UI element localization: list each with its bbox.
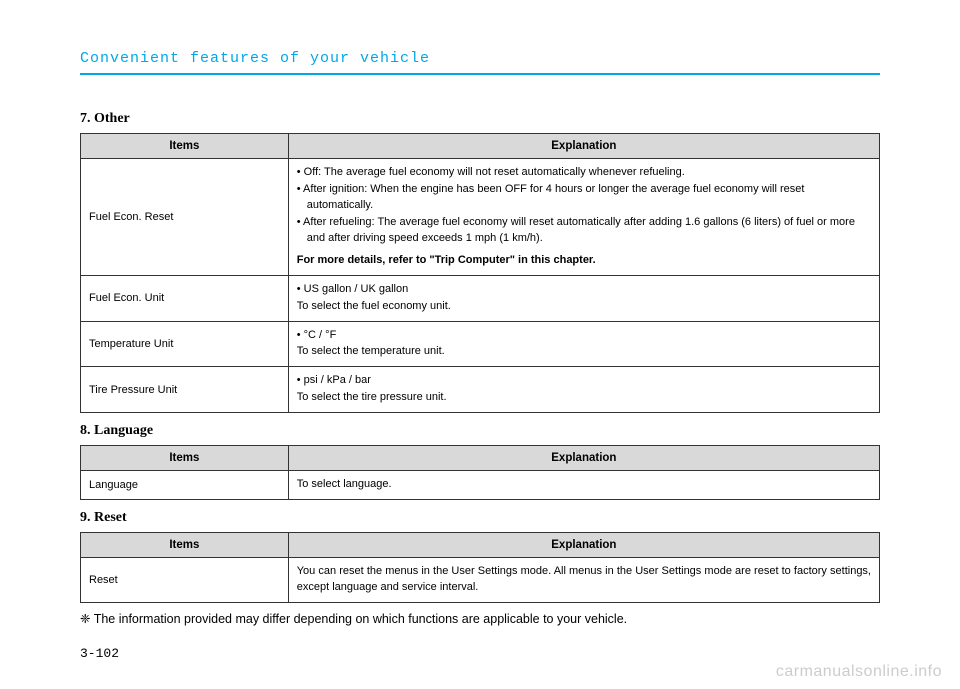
explanation-cell: You can reset the menus in the User Sett…: [288, 558, 879, 603]
table-row: Fuel Econ. Unit US gallon / UK gallon To…: [81, 275, 880, 321]
explanation-cell: °C / °F To select the temperature unit.: [288, 321, 879, 367]
col-header-explanation: Explanation: [288, 134, 879, 159]
table-row: Tire Pressure Unit psi / kPa / bar To se…: [81, 367, 880, 413]
explanation-cell: psi / kPa / bar To select the tire press…: [288, 367, 879, 413]
section-7-title: 7. Other: [80, 111, 880, 127]
item-cell: Language: [81, 471, 289, 500]
chapter-title: Convenient features of your vehicle: [80, 50, 880, 75]
section-7-table: Items Explanation Fuel Econ. Reset Off: …: [80, 133, 880, 413]
section-8-table: Items Explanation Language To select lan…: [80, 445, 880, 500]
bullet-item: °C / °F: [297, 328, 871, 344]
table-row: Temperature Unit °C / °F To select the t…: [81, 321, 880, 367]
item-cell: Tire Pressure Unit: [81, 367, 289, 413]
table-row: Language To select language.: [81, 471, 880, 500]
bullet-item: After ignition: When the engine has been…: [297, 182, 871, 214]
row-text: To select the tire pressure unit.: [297, 391, 447, 403]
col-header-items: Items: [81, 134, 289, 159]
footnote: ❈ The information provided may differ de…: [80, 611, 880, 626]
col-header-explanation: Explanation: [288, 533, 879, 558]
item-cell: Fuel Econ. Unit: [81, 275, 289, 321]
bullet-item: After refueling: The average fuel econom…: [297, 215, 871, 247]
explanation-cell: Off: The average fuel economy will not r…: [288, 159, 879, 276]
row-text: To select the temperature unit.: [297, 345, 445, 357]
item-cell: Reset: [81, 558, 289, 603]
col-header-explanation: Explanation: [288, 446, 879, 471]
section-8-title: 8. Language: [80, 423, 880, 439]
bullet-item: US gallon / UK gallon: [297, 282, 871, 298]
bullet-item: psi / kPa / bar: [297, 373, 871, 389]
section-9-table: Items Explanation Reset You can reset th…: [80, 532, 880, 603]
item-cell: Temperature Unit: [81, 321, 289, 367]
col-header-items: Items: [81, 446, 289, 471]
col-header-items: Items: [81, 533, 289, 558]
section-9-title: 9. Reset: [80, 510, 880, 526]
item-cell: Fuel Econ. Reset: [81, 159, 289, 276]
row-note: For more details, refer to "Trip Compute…: [297, 253, 871, 269]
table-row: Fuel Econ. Reset Off: The average fuel e…: [81, 159, 880, 276]
page-number: 3-102: [80, 646, 119, 661]
bullet-item: Off: The average fuel economy will not r…: [297, 165, 871, 181]
row-text: To select the fuel economy unit.: [297, 300, 451, 312]
explanation-cell: US gallon / UK gallon To select the fuel…: [288, 275, 879, 321]
watermark: carmanualsonline.info: [776, 663, 942, 681]
table-row: Reset You can reset the menus in the Use…: [81, 558, 880, 603]
explanation-cell: To select language.: [288, 471, 879, 500]
